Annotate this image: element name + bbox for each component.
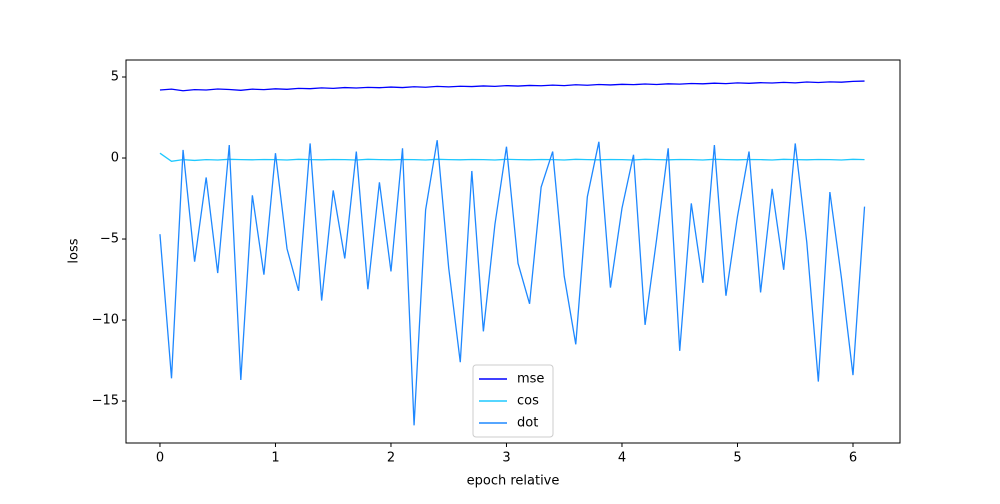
y-tick-label: −10 [92,313,119,328]
x-tick-label: 4 [618,451,626,466]
y-tick-label: −15 [92,394,119,409]
legend-label: cos [517,394,539,409]
y-tick-label: −5 [100,232,119,247]
line-mse [159,80,865,92]
x-tick-label: 6 [849,451,857,466]
x-tick-label: 5 [733,451,741,466]
x-tick-label: 2 [387,451,395,466]
x-tick-label: 1 [271,451,279,466]
x-tick-label: 3 [502,451,510,466]
line-dot [159,140,866,426]
legend-label: dot [517,416,538,431]
x-tick-label: 0 [156,451,164,466]
x-axis-label: epoch relative [467,474,560,489]
legend-label: mse [517,372,544,387]
y-tick-label: 0 [111,151,119,166]
legend-box [472,364,554,438]
plot-frame [125,59,901,444]
y-tick-label: 5 [111,70,119,85]
y-axis-label: loss [67,238,82,263]
